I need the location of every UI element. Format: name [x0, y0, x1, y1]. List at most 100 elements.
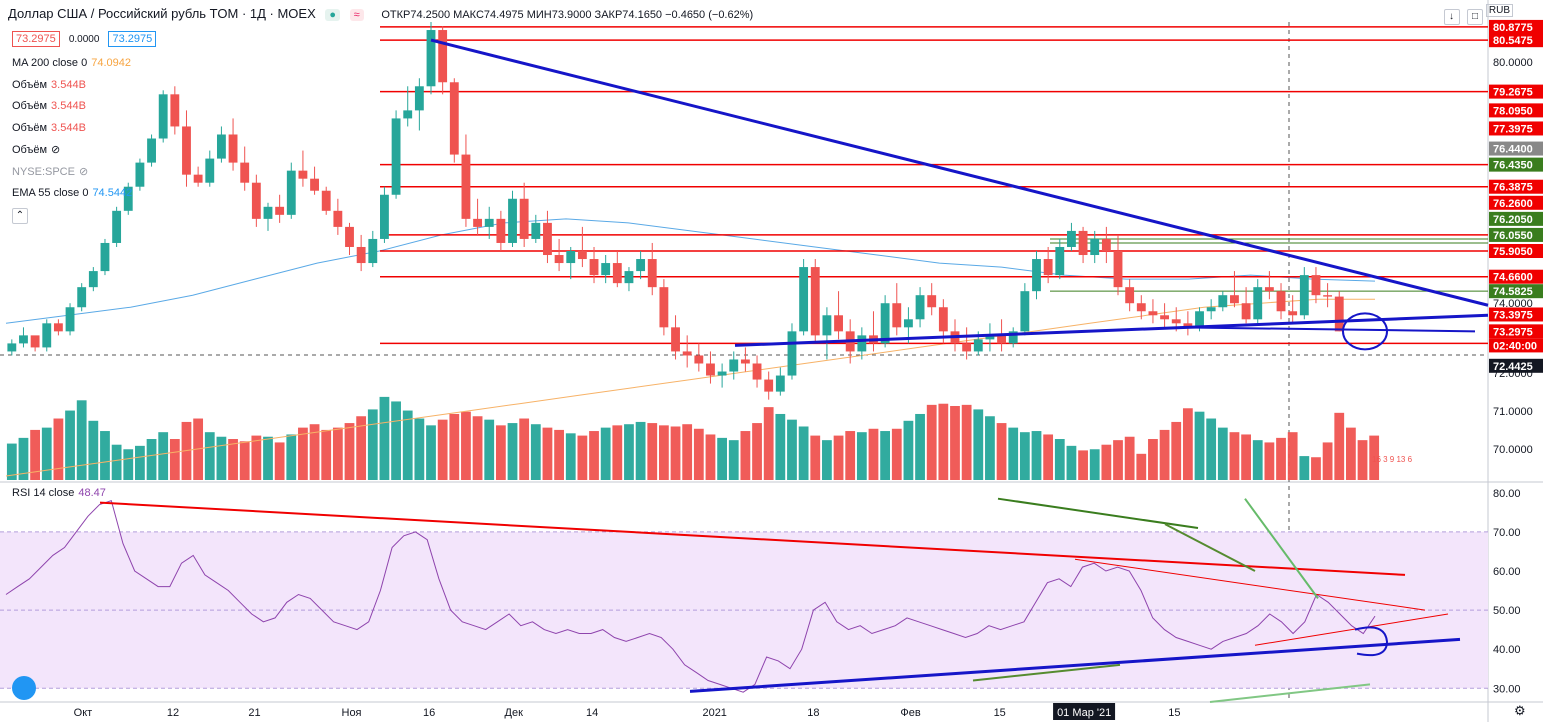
hidden-eye-icon[interactable]: ⊘ [78, 166, 89, 178]
volume-bar [6, 443, 17, 480]
candle-body [1067, 230, 1076, 247]
candle [1206, 299, 1216, 320]
volume-bar [1276, 437, 1286, 480]
rsi-legend[interactable]: RSI 14 close 48.47 [12, 487, 106, 499]
candle [799, 259, 809, 336]
indicator-toggle[interactable]: ● [325, 9, 341, 21]
candle-body [205, 158, 215, 183]
hidden-eye-icon[interactable]: ⊘ [51, 144, 61, 156]
candle-body [19, 335, 28, 344]
top-buttons: ↓ □ [1441, 6, 1483, 25]
volume-bar [938, 403, 949, 480]
candle [65, 303, 75, 336]
candle [251, 174, 261, 227]
candle-body [1113, 251, 1123, 288]
price-level-label: 02:40:00 [1489, 338, 1543, 353]
chevron-up-icon[interactable]: ⌃ [12, 208, 28, 224]
tradingview-logo-icon[interactable] [12, 676, 36, 700]
expand-icon[interactable]: □ [1467, 9, 1483, 25]
price-level-text: 80.5475 [1493, 35, 1533, 47]
currency-label[interactable]: RUB [1485, 4, 1513, 17]
volume-legend-4[interactable]: Объём ⊘ [12, 143, 60, 156]
download-icon[interactable]: ↓ [1443, 9, 1460, 25]
candle [706, 351, 715, 384]
symbol-title[interactable]: Доллар США / Российский рубль TOM · 1Д ·… [8, 6, 316, 21]
volume-legend-2[interactable]: Объём 3.544B [12, 100, 86, 112]
volume-bar [239, 441, 250, 480]
candle-body [1334, 296, 1344, 332]
ask-box[interactable]: 73.2975 [108, 31, 157, 47]
bid-box[interactable]: 73.2975 [12, 31, 60, 47]
support-trendline-2 [1179, 326, 1476, 333]
volume-bar [228, 439, 238, 480]
volume-bar [658, 425, 669, 480]
rsi-tick: 70.00 [1493, 527, 1521, 539]
candle-body [647, 259, 657, 288]
candle-body [1241, 303, 1251, 320]
volume-bar [1124, 436, 1135, 480]
candle-body [298, 170, 308, 179]
volume-legend-3[interactable]: Объём 3.544B [12, 122, 86, 134]
price-level-label: 78.0950 [1489, 103, 1543, 118]
volume-bar [449, 413, 460, 480]
candle-body [216, 134, 226, 159]
volume-bar [903, 420, 914, 480]
candle-body [368, 238, 378, 264]
volume-bar [647, 423, 658, 480]
price-level-text: 76.4400 [1493, 144, 1533, 156]
candle-body [566, 251, 576, 264]
candle-body [88, 271, 98, 288]
collapse-legend[interactable]: ⌃ [12, 208, 28, 224]
candle-body [263, 206, 273, 219]
rsi-tick: 40.00 [1493, 644, 1521, 656]
volume-bar [321, 429, 332, 480]
candle-body [240, 162, 250, 183]
candle [962, 327, 972, 360]
price-level-text: 76.2600 [1493, 198, 1533, 210]
volume-bar [1136, 453, 1147, 480]
event-markers[interactable]: 16 3 9 13 6 [1372, 455, 1413, 464]
candle-body [7, 343, 17, 352]
spce-label: NYSE:SPCE [12, 166, 75, 178]
price-level-label: 73.3975 [1489, 307, 1543, 322]
candle [1136, 295, 1146, 320]
rsi-value: 48.47 [78, 487, 106, 499]
settings-gear-icon[interactable]: ⚙ [1514, 703, 1526, 718]
volume-bar [204, 432, 215, 480]
volume-bar [1217, 427, 1228, 480]
time-tick: Дек [505, 707, 524, 719]
ma200-legend[interactable]: MA 200 close 0 74.0942 [12, 57, 131, 69]
ma200-value: 74.0942 [91, 57, 131, 69]
ema55-line [5, 218, 1376, 324]
volume-value: 3.544B [51, 122, 86, 134]
price-level-bg [1489, 33, 1543, 48]
volume-bar [973, 409, 984, 480]
candle [1078, 226, 1088, 264]
candle [228, 118, 238, 171]
candle-body [1206, 307, 1216, 312]
candle-body [880, 303, 890, 344]
candle-body [694, 355, 704, 364]
candle [764, 371, 774, 400]
price-level-label: 74.5825 [1489, 284, 1543, 299]
ema55-legend[interactable]: EMA 55 close 0 74.5442 [12, 187, 132, 199]
volume-label: Объём [12, 144, 48, 156]
ma200-line [5, 298, 1375, 477]
candle-body [740, 359, 750, 364]
volume-bar [845, 431, 856, 480]
price-level-bg [1489, 358, 1543, 373]
candle-body [1090, 238, 1100, 256]
candle-body [519, 198, 529, 239]
candle-body [414, 86, 424, 111]
volume-bar [1299, 456, 1310, 480]
volume-bar [996, 423, 1007, 480]
spce-legend[interactable]: NYSE:SPCE ⊘ [12, 165, 88, 178]
compare-toggle[interactable]: ≈ [349, 9, 364, 21]
resistance-trendline [430, 38, 1489, 307]
rsi-green-line-3 [1244, 498, 1319, 599]
volume-bar [379, 396, 390, 480]
price-level-bg [1489, 19, 1543, 34]
candle-body [1264, 287, 1274, 292]
volume-legend-1[interactable]: Объём 3.544B [12, 79, 86, 91]
